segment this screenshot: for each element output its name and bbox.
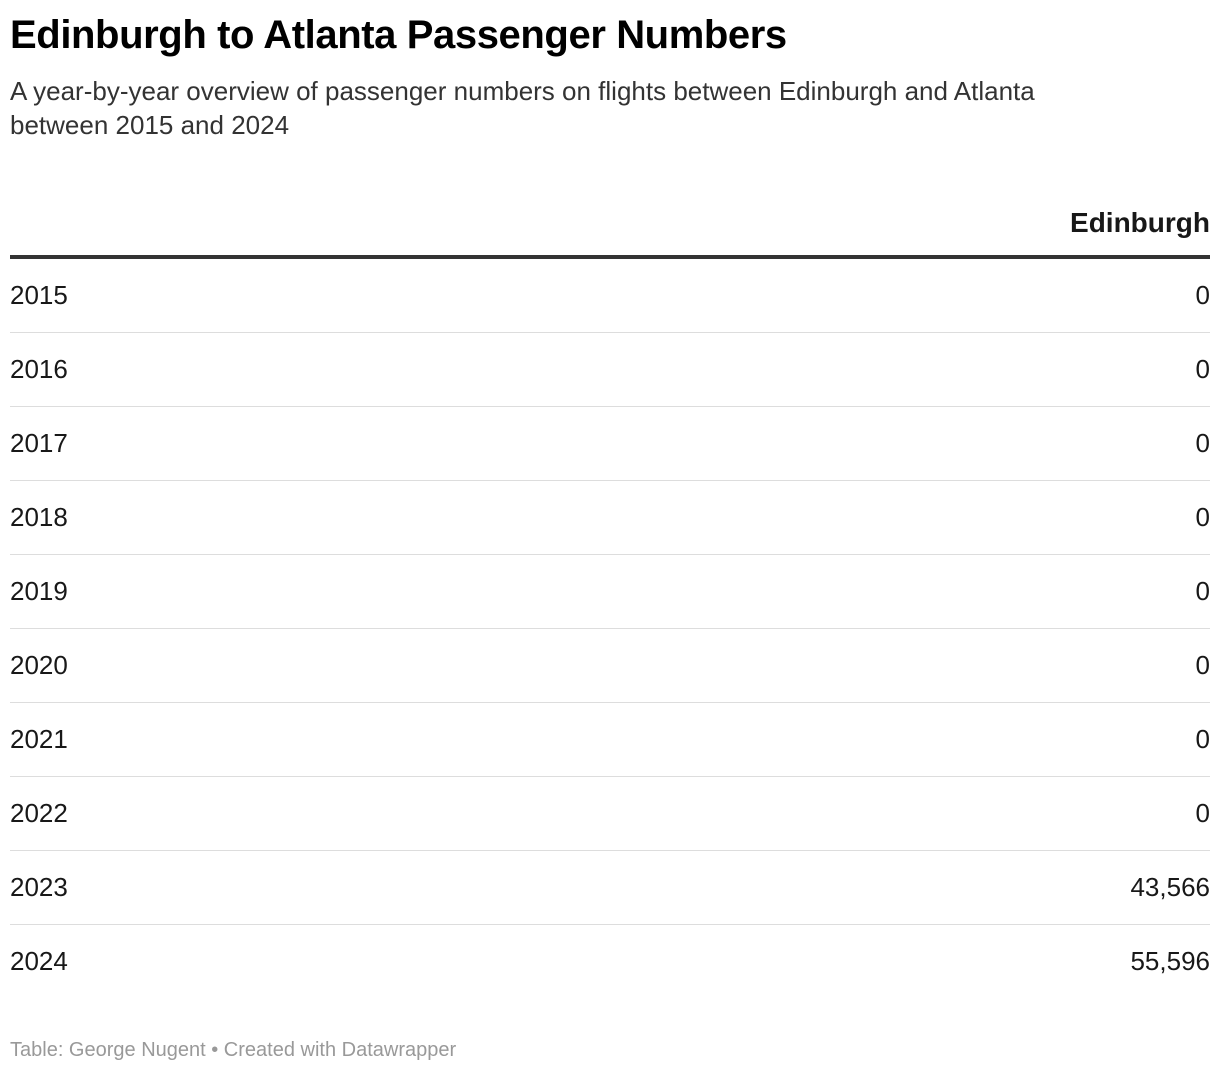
table-row: 2017 0	[10, 406, 1210, 481]
row-year-cell: 2018	[10, 480, 361, 555]
column-header-year[interactable]	[10, 190, 361, 259]
table-row: 2020 0	[10, 628, 1210, 703]
row-year-cell: 2016	[10, 332, 361, 407]
row-year-cell: 2024	[10, 946, 68, 976]
table-row: 2016 0	[10, 332, 1210, 407]
page-title: Edinburgh to Atlanta Passenger Numbers	[10, 13, 787, 57]
page-subtitle: A year-by-year overview of passenger num…	[10, 76, 1035, 140]
row-value-cell: 0	[360, 776, 1210, 851]
row-value-cell: 0	[360, 554, 1210, 629]
table-body: 2015 0 2016 0 2017 0 2018 0 2019 0 2020 0 2021 0 2022 0…	[10, 257, 1210, 998]
row-year-cell: 2021	[10, 702, 361, 777]
row-value-cell: 43,566	[360, 850, 1210, 925]
table-row: 2021 0	[10, 702, 1210, 777]
table-row: 2023 43,566	[10, 850, 1210, 925]
row-year-cell: 2017	[10, 406, 361, 481]
table-header-row: Edinburgh	[10, 190, 1210, 259]
source-footer: Table: George Nugent • Created with Data…	[10, 1039, 457, 1061]
row-year-cell: 2020	[10, 628, 361, 703]
table-row: 2024 55,596	[10, 925, 1210, 999]
row-value-cell: 0	[360, 332, 1210, 407]
row-year-cell: 2019	[10, 554, 361, 629]
row-year-cell: 2022	[10, 776, 361, 851]
row-value-cell: 0	[360, 702, 1210, 777]
chart-container: Edinburgh to Atlanta Passenger Numbers A…	[10, 0, 1210, 976]
row-value-cell: 0	[360, 406, 1210, 481]
data-table: Edinburgh 2015 0 2016 0 2017 0 2018 0 2019 0 2020 0…	[10, 190, 1210, 998]
table-row: 2022 0	[10, 776, 1210, 851]
table-row: 2019 0	[10, 554, 1210, 629]
table-row: 2018 0	[10, 480, 1210, 555]
row-year-cell: 2015	[10, 257, 361, 333]
row-value-cell: 55,596	[1130, 946, 1210, 976]
column-header-edinburgh[interactable]: Edinburgh	[360, 190, 1210, 259]
table-row: 2015 0	[10, 257, 1210, 333]
row-value-cell: 0	[360, 480, 1210, 555]
row-year-cell: 2023	[10, 850, 361, 925]
row-value-cell: 0	[360, 628, 1210, 703]
row-value-cell: 0	[360, 257, 1210, 333]
